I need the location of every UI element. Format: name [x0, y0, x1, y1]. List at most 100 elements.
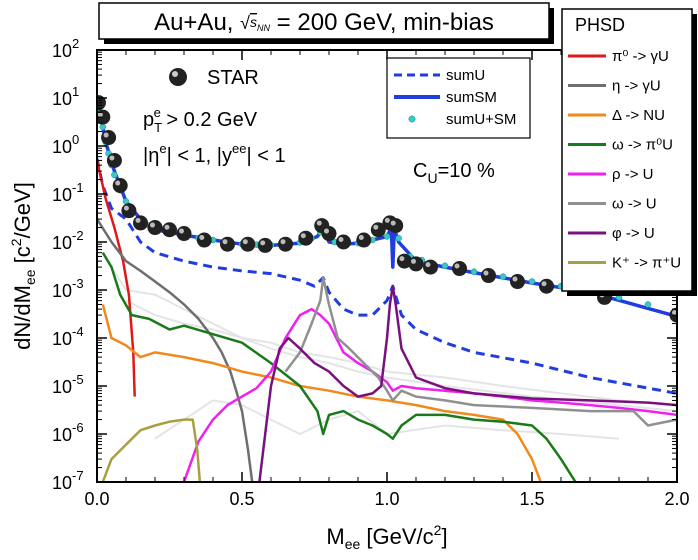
star-data-point-highlight: [109, 155, 115, 161]
star-data-point: [101, 130, 117, 146]
star-legend-marker: [169, 68, 187, 86]
pt-cut-label: pTe > 0.2 GeV: [143, 105, 258, 135]
sum-u-sm-marker: [528, 278, 536, 285]
y-tick-label: 101: [52, 84, 79, 109]
x-tick-label: 0.0: [84, 489, 109, 509]
series-line-sumu: [97, 158, 677, 395]
legend-label: sumU+SM: [446, 111, 516, 128]
sum-u-sm-marker: [395, 234, 402, 242]
sum-u-sm-marker: [644, 301, 652, 308]
sum-u-sm-marker: [111, 171, 118, 179]
y-tick-label: 10-3: [52, 276, 84, 301]
series-line-u: [258, 284, 677, 482]
star-data-point-highlight: [115, 180, 121, 186]
sum-u-sm-marker: [499, 273, 507, 280]
legend-label: φ -> U: [612, 225, 655, 242]
star-data-point: [452, 261, 467, 277]
star-data-point-highlight: [399, 256, 405, 262]
star-data-point-highlight: [373, 224, 379, 230]
phsd-legend-item-7: φ -> U: [568, 225, 655, 242]
star-data-point: [147, 220, 163, 236]
sum-legend-item-sumu-sm: sumU+SM: [408, 111, 516, 128]
sum-legend: sumU sumSM sumU+SM: [386, 57, 531, 139]
star-data-point: [176, 226, 192, 242]
star-data-point: [321, 226, 337, 242]
star-data-point-highlight: [260, 240, 266, 246]
star-legend-marker-highlight: [172, 71, 178, 77]
background-curve-2: [125, 299, 677, 413]
x-axis-title: Mee [GeV/c2]: [326, 522, 447, 552]
series-line-u: [284, 276, 677, 427]
star-data-point: [220, 236, 235, 252]
background-curve-1: [110, 266, 677, 407]
x-tick-label: 1.0: [374, 489, 399, 509]
star-data-point-highlight: [222, 239, 228, 245]
star-data-point-highlight: [324, 228, 329, 234]
star-data-point-highlight: [316, 220, 322, 226]
star-data-point-highlight: [411, 258, 416, 264]
star-data-point-highlight: [483, 270, 489, 276]
star-data-point: [336, 234, 351, 250]
star-data-point-highlight: [384, 217, 390, 223]
star-data-point: [510, 274, 525, 290]
star-data-point-highlight: [123, 205, 129, 211]
star-data-point-highlight: [242, 239, 248, 245]
star-data-point: [106, 152, 122, 168]
star-data-point: [196, 232, 212, 248]
title-box: [98, 2, 550, 40]
star-data-point-highlight: [425, 262, 431, 268]
star-label: STAR: [207, 67, 259, 89]
sum-legend-item-sumsm: sumSM: [394, 89, 497, 106]
star-data-point: [388, 218, 404, 234]
star-data-point-highlight: [512, 276, 518, 282]
phsd-legend-item-6: ω -> U: [568, 196, 657, 213]
legend-swatch: [408, 115, 416, 123]
y-tick-labels: 10-7 10-6 10-5 10-4 10-3 10-2 10-1 100 101 102: [52, 36, 84, 493]
y-axis-title: dN/dMee [c2/GeV]: [8, 182, 38, 350]
star-data-point-highlight: [672, 310, 677, 316]
star-data-point-highlight: [135, 217, 141, 223]
star-data-point-highlight: [454, 263, 460, 269]
star-data-point: [356, 232, 372, 248]
series-line-nu: [101, 304, 542, 482]
star-data-point: [257, 237, 273, 253]
y-tick-label: 10-4: [52, 324, 84, 349]
star-data-point: [240, 236, 256, 252]
series-line-u: [101, 251, 577, 482]
legend-label: π⁰ -> γU: [612, 48, 669, 65]
x-tick-label: 2.0: [664, 489, 689, 509]
legend-label: Δ -> NU: [612, 107, 665, 124]
star-data-point: [539, 278, 554, 294]
star-data-point-highlight: [150, 222, 155, 228]
phsd-legend-item-2: η -> γU: [568, 78, 661, 95]
legend-label: ρ -> U: [612, 166, 653, 183]
legend-label: K⁺ -> π⁺U: [612, 255, 681, 272]
star-data-point-highlight: [280, 239, 286, 245]
star-data-point: [298, 230, 314, 246]
star-data-point-highlight: [164, 224, 170, 230]
sum-legend-item-sumu: sumU: [394, 67, 485, 84]
y-tick-label: 10-1: [52, 180, 84, 205]
y-tick-label: 10-6: [52, 420, 84, 445]
phsd-legend-item-3: Δ -> NU: [568, 107, 665, 124]
star-data-point-highlight: [338, 237, 344, 242]
sum-u-sm-marker: [441, 262, 449, 270]
legend-label: η -> γU: [612, 78, 661, 95]
star-data-point: [162, 222, 177, 238]
phsd-legend-items: π⁰ -> γU η -> γU Δ -> NU ω -> π⁰U ρ -> U ω ->…: [568, 48, 681, 272]
legend-label: ω -> π⁰U: [612, 137, 673, 154]
x-tick-label: 1.5: [519, 489, 544, 509]
star-data-point: [133, 215, 148, 231]
phsd-legend-item-5: ρ -> U: [568, 166, 653, 183]
eta-cut-label: |ηe| < 1, |yee| < 1: [143, 141, 286, 167]
background-curve-3: [154, 399, 620, 440]
phsd-legend-item-4: ω -> π⁰U: [568, 137, 673, 154]
legend-label: sumSM: [446, 89, 497, 106]
y-tick-label: 10-5: [52, 372, 84, 397]
sum-legend-items: sumU sumSM sumU+SM: [394, 67, 516, 128]
star-data-point-highlight: [300, 233, 306, 239]
x-tick-label: 0.5: [229, 489, 254, 509]
background-model-curves: [110, 266, 677, 440]
y-tick-label: 100: [52, 132, 79, 157]
phsd-legend-item-1: π⁰ -> γU: [568, 48, 669, 65]
